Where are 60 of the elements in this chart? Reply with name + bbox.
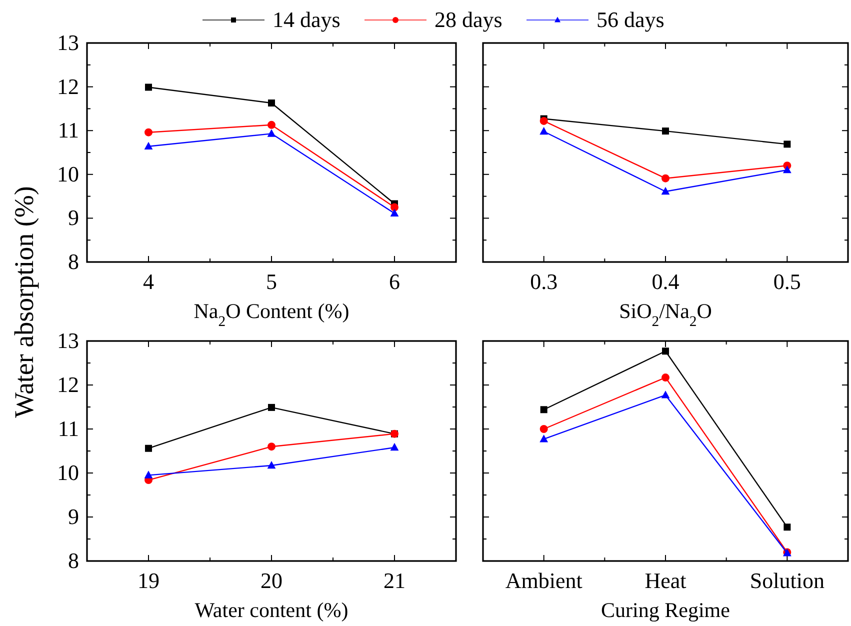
- x-axis-title: Na$_{2}$O Content (%): [194, 299, 350, 330]
- x-tick-label: 0.5: [773, 269, 801, 294]
- x-tick-label: 0.4: [652, 269, 680, 294]
- x-tick-label: 20: [260, 568, 282, 593]
- point: [268, 100, 275, 107]
- x-tick-label: 0.3: [530, 269, 558, 294]
- x-tick-label: 19: [138, 568, 160, 593]
- y-tick-label: 8: [68, 249, 79, 274]
- point: [145, 444, 152, 452]
- legend-label: 14 days: [272, 7, 340, 32]
- point: [540, 126, 548, 135]
- x-tick-label: 21: [384, 568, 406, 593]
- point: [390, 203, 398, 212]
- y-tick-label: 11: [58, 416, 79, 441]
- point: [661, 390, 670, 398]
- x-tick-label: Heat: [644, 568, 686, 593]
- point: [145, 84, 152, 91]
- x-axis-title: SiO$_{2}$/Na$_{2}$O: [619, 299, 712, 330]
- point: [782, 165, 792, 174]
- point: [662, 348, 669, 355]
- point: [540, 434, 548, 442]
- point: [144, 128, 152, 136]
- y-tick-label: 11: [58, 118, 79, 143]
- point: [144, 470, 153, 478]
- y-tick-label: 9: [68, 504, 79, 529]
- y-tick-label: 10: [57, 161, 79, 186]
- y-tick-label: 13: [57, 328, 79, 353]
- y-tick-label: 12: [57, 74, 79, 99]
- y-tick-label: 10: [57, 460, 79, 485]
- point: [540, 116, 548, 125]
- point: [267, 460, 276, 469]
- point: [662, 374, 670, 382]
- y-tick-label: 12: [57, 372, 79, 397]
- x-tick-label: Solution: [750, 568, 824, 593]
- x-tick-label: Ambient: [505, 568, 582, 593]
- point: [661, 186, 670, 195]
- point: [784, 524, 791, 531]
- point: [540, 425, 548, 433]
- point: [268, 120, 276, 129]
- point: [390, 208, 399, 217]
- y-tick-label: 9: [68, 205, 79, 230]
- legend-label: 28 days: [434, 7, 502, 32]
- y-tick-label: 8: [68, 548, 79, 573]
- x-axis-title: Curing Regime: [601, 598, 730, 622]
- point: [144, 142, 153, 150]
- legend-label: 56 days: [596, 7, 664, 32]
- x-tick-label: 6: [389, 269, 400, 294]
- x-tick-label: 4: [143, 269, 154, 294]
- point: [267, 129, 276, 137]
- point: [540, 406, 548, 414]
- point: [662, 128, 669, 135]
- point: [268, 404, 275, 411]
- y-tick-label: 13: [57, 30, 79, 55]
- point: [784, 140, 791, 148]
- x-tick-label: 5: [266, 269, 277, 294]
- x-axis-title: Water content (%): [194, 598, 348, 622]
- point: [268, 442, 276, 451]
- point: [662, 174, 670, 182]
- y-axis-title: Water absorption (%): [9, 186, 39, 418]
- point: [390, 442, 399, 451]
